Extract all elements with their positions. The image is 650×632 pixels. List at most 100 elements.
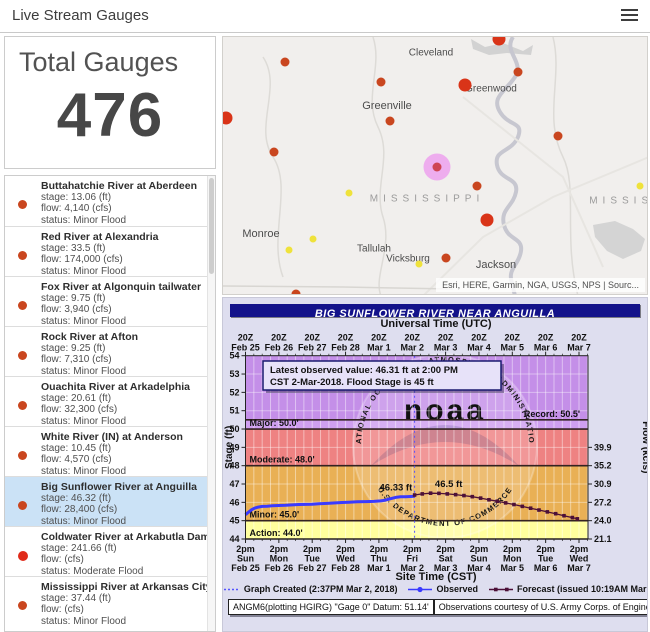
list-scrollbar[interactable] (207, 176, 215, 631)
total-gauges-label: Total Gauges (19, 47, 179, 77)
gauge-map-dot[interactable] (345, 189, 353, 197)
gauge-map-dot[interactable] (376, 77, 386, 87)
svg-text:CST 2-Mar-2018. Flood Stage is: CST 2-Mar-2018. Flood Stage is 45 ft (270, 377, 434, 388)
gauge-map-dot[interactable] (441, 253, 451, 263)
gauge-map-dot[interactable] (285, 246, 293, 254)
svg-text:noaa: noaa (404, 394, 486, 427)
svg-text:Feb 27: Feb 27 (298, 343, 327, 353)
gauge-flow: flow: 28,400 (cfs) (41, 504, 118, 516)
svg-text:45: 45 (229, 516, 239, 526)
legend-item: Observed (407, 584, 478, 594)
svg-text:Fri: Fri (406, 554, 418, 564)
gauge-status: status: Minor Flood (41, 415, 127, 427)
gauge-list-item[interactable]: White River (IN) at Anderson stage: 10.45… (5, 426, 215, 477)
gauge-stage: stage: 10.45 (ft) (41, 443, 112, 454)
top-axis-title: Universal Time (UTC) (380, 318, 492, 330)
gauge-map-dot[interactable] (291, 289, 301, 294)
svg-text:Mon: Mon (503, 554, 522, 564)
gauge-stage: stage: 33.5 (ft) (41, 243, 106, 254)
svg-text:Feb 28: Feb 28 (331, 563, 360, 573)
svg-text:Mar 3: Mar 3 (434, 343, 458, 353)
gauge-name: White River (IN) at Anderson (41, 431, 183, 443)
gauge-stage: stage: 241.66 (ft) (41, 543, 117, 554)
svg-text:2pm: 2pm (536, 544, 555, 554)
svg-text:Feb 28: Feb 28 (331, 343, 360, 353)
gauge-list-item[interactable]: Buttahatchie River at Aberdeen stage: 13.… (5, 176, 215, 226)
gauge-map-dot[interactable] (480, 213, 494, 227)
gauge-stage: stage: 9.25 (ft) (41, 343, 106, 354)
svg-text:46.33 ft: 46.33 ft (380, 482, 414, 493)
svg-text:2pm: 2pm (270, 544, 289, 554)
gauge-map-dot[interactable] (309, 235, 317, 243)
gauge-status: status: Minor Flood (41, 265, 127, 277)
gauge-list: Buttahatchie River at Aberdeen stage: 13.… (5, 176, 215, 627)
svg-text:20Z: 20Z (371, 333, 387, 343)
gauge-map-dot[interactable] (513, 67, 523, 77)
svg-text:Mon: Mon (270, 554, 289, 564)
gauge-map-dot[interactable] (553, 131, 563, 141)
gauge-status-dot (18, 551, 28, 561)
gauge-map-dot[interactable] (636, 182, 644, 190)
scrollbar-thumb[interactable] (209, 178, 214, 274)
gauge-map-dot[interactable] (492, 37, 506, 46)
gauge-map-dot[interactable] (280, 57, 290, 67)
gauge-status-dot (18, 501, 27, 510)
gauge-status-dot (18, 200, 27, 209)
svg-text:2pm: 2pm (236, 544, 255, 554)
gauge-list-item[interactable]: Ouachita River at Arkadelphia stage: 20.6… (5, 376, 215, 427)
gauge-status-dot (18, 301, 27, 310)
gauge-map-dot[interactable] (269, 147, 279, 157)
svg-text:39.9: 39.9 (594, 442, 612, 452)
svg-text:20Z: 20Z (438, 333, 454, 343)
gauge-status: status: Minor Flood (41, 615, 127, 627)
svg-text:20Z: 20Z (338, 333, 354, 343)
gauge-status: status: Minor Flood (41, 214, 127, 226)
bottom-axis-title: Site Time (CST) (395, 571, 477, 583)
gauge-status: status: Moderate Flood (41, 565, 144, 577)
gauge-map-dot[interactable] (223, 111, 233, 125)
gauge-status: status: Minor Flood (41, 315, 127, 327)
page-title: Live Stream Gauges (12, 7, 149, 24)
svg-text:Mar 3: Mar 3 (434, 563, 458, 573)
svg-text:2pm: 2pm (570, 544, 589, 554)
gauge-name: Red River at Alexandria (41, 231, 159, 243)
svg-text:2pm: 2pm (403, 544, 422, 554)
svg-text:Mar 5: Mar 5 (501, 343, 525, 353)
gauge-list-item[interactable]: Red River at Alexandria stage: 33.5 (ft) f… (5, 226, 215, 277)
hydrograph-title: BIG SUNFLOWER RIVER NEAR ANGUILLA (314, 308, 556, 320)
svg-text:49: 49 (229, 442, 239, 452)
map[interactable]: Cleveland Greenwood Greenville MISSISSIPPI M… (222, 36, 648, 295)
legend-item: Forecast (issued 10:19AM Mar 2) (488, 584, 647, 594)
selected-gauge-marker[interactable] (432, 162, 442, 172)
menu-icon[interactable] (621, 9, 638, 23)
svg-text:Flow (kcfs): Flow (kcfs) (640, 421, 648, 473)
svg-text:Mar 4: Mar 4 (467, 563, 491, 573)
gauge-list-item[interactable]: Big Sunflower River at Anguilla stage: 46… (5, 476, 215, 527)
gauge-name: Coldwater River at Arkabutla Dam (41, 531, 210, 543)
chart-legend: Graph Created (2:37PM Mar 2, 2018) Observ… (223, 584, 647, 594)
svg-text:46.5 ft: 46.5 ft (435, 479, 463, 490)
svg-text:Sun: Sun (237, 554, 254, 564)
gauge-list-item[interactable]: Mississippi River at Arkansas City stage:… (5, 576, 215, 627)
svg-text:Mar 4: Mar 4 (467, 343, 491, 353)
gauge-map-dot[interactable] (415, 260, 423, 268)
gauge-map-dot[interactable] (385, 116, 395, 126)
gauge-list-item[interactable]: Rock River at Afton stage: 9.25 (ft) flow:… (5, 326, 215, 377)
gauge-status: status: Minor Flood (41, 365, 127, 377)
svg-text:Feb 27: Feb 27 (298, 563, 327, 573)
gauge-flow: flow: 174,000 (cfs) (41, 254, 123, 266)
svg-text:50: 50 (229, 424, 239, 434)
svg-text:46: 46 (229, 497, 239, 507)
svg-text:2pm: 2pm (336, 544, 355, 554)
svg-text:2pm: 2pm (470, 544, 489, 554)
svg-text:27.2: 27.2 (594, 497, 612, 507)
gauge-status-dot (18, 251, 27, 260)
svg-text:44: 44 (229, 534, 239, 544)
gauge-map-dot[interactable] (472, 181, 482, 191)
gauge-list-item[interactable]: Coldwater River at Arkabutla Dam stage: 2… (5, 526, 215, 577)
gauge-status-dot (18, 401, 27, 410)
gauge-map-dot[interactable] (458, 78, 472, 92)
hydrograph-title-bar: BIG SUNFLOWER RIVER NEAR ANGUILLA (230, 304, 640, 320)
gauge-list-item[interactable]: Fox River at Algonquin tailwater stage: 9… (5, 276, 215, 327)
svg-text:Mar 1: Mar 1 (367, 343, 391, 353)
